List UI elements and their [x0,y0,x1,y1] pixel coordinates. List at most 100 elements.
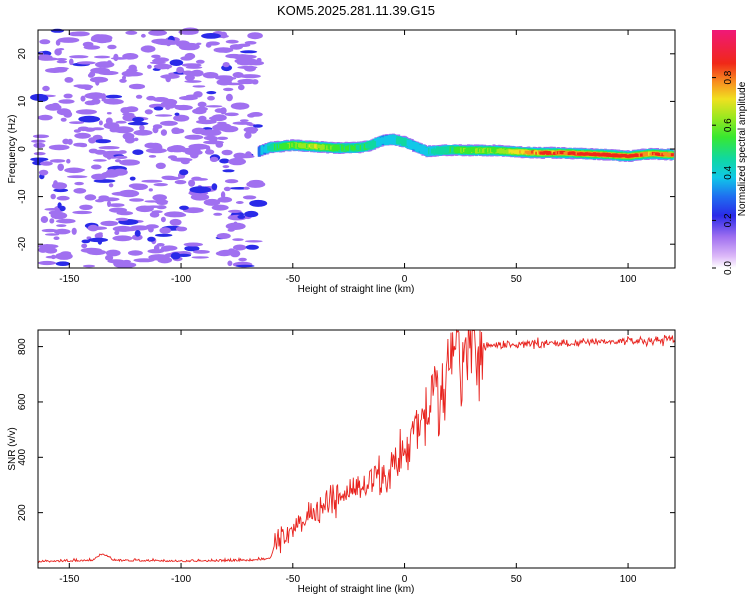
x-tick-label: 0 [402,274,408,285]
noise-blob [125,30,138,35]
noise-blob [106,112,112,115]
y-tick-label: -10 [17,189,28,204]
ridge-cell [340,146,344,151]
noise-blob [107,200,111,207]
noise-blob [209,137,217,145]
noise-blob [194,178,209,181]
y-tick-label: 400 [17,449,28,466]
noise-blob [60,251,72,256]
noise-blob [238,257,247,262]
noise-blob [69,121,85,124]
noise-blob [244,210,259,218]
x-tick-label: 0 [402,574,408,585]
noise-blob [217,196,233,203]
noise-blob [71,227,77,235]
noise-blob [196,42,202,45]
noise-blob [106,152,112,160]
noise-blob [249,199,268,207]
noise-blob [81,243,88,249]
noise-blob [184,245,200,252]
noise-blob [159,227,171,234]
noise-blob [126,68,138,73]
noise-blob [172,212,187,218]
noise-blob [57,163,64,171]
x-tick-label: 50 [511,274,523,285]
noise-blob [144,200,160,203]
noise-blob [63,93,73,99]
y-tick-label: 10 [17,95,28,107]
noise-blob [237,78,257,85]
noise-blob [178,29,199,35]
noise-blob [219,158,230,164]
noise-blob [91,98,101,105]
noise-blob [155,39,177,46]
ridge-cell [373,141,377,146]
noise-blob [127,250,143,256]
noise-blob [244,41,257,45]
noise-blob [190,152,199,159]
noise-blob [108,183,114,188]
noise-blob [208,116,223,121]
noise-blob [129,176,136,181]
noise-blob [107,60,112,65]
noise-blob [183,242,203,247]
noise-blob [72,210,93,215]
noise-blob [115,217,129,221]
noise-blob [228,209,242,213]
noise-blob [184,74,195,81]
snr-x-ticks: -150 -100 -50 0 50 100 [59,330,637,585]
ridge-cell [344,146,348,151]
noise-blob [93,55,111,59]
noise-blob [134,230,141,237]
snr-y-ticks: 200 400 600 800 [17,338,675,521]
colorbar: 0.0 0.2 0.4 0.6 0.8 Normalized spectral ampl… [712,30,748,275]
noise-blob [94,232,103,240]
noise-blob [155,233,173,237]
noise-blob [184,134,204,140]
noise-blob [103,122,120,130]
noise-blob [145,148,167,154]
noise-blob [191,256,209,259]
noise-blob [107,259,125,264]
ridge-cell [316,145,320,148]
ridge-cell [351,145,355,150]
noise-blob [77,126,90,132]
noise-blob [144,109,153,115]
noise-blob [165,75,171,83]
noise-blob [129,198,144,202]
noise-blob [92,34,104,40]
noise-blob [38,57,58,61]
noise-blob [108,207,128,213]
noise-blob [227,260,233,267]
noise-blob [48,210,60,215]
noise-blob [233,244,247,251]
noise-blob [240,50,258,54]
noise-blob [152,124,163,129]
noise-blob [175,226,188,232]
noise-blob [233,152,247,159]
noise-blob [50,193,56,200]
noise-blob [74,181,84,186]
noise-blob [38,169,49,176]
noise-blob [165,105,171,110]
noise-blob [169,218,182,226]
noise-blob [249,112,263,117]
noise-blob [118,150,127,154]
noise-blob [56,224,67,228]
noise-blob [131,234,143,241]
noise-blob [133,258,155,263]
colorbar-label: Normalized spectral amplitude [737,81,748,216]
noise-blob [132,149,144,155]
noise-blob [211,204,229,211]
noise-blob [48,144,70,151]
noise-blob [111,191,133,196]
noise-blob [179,43,187,50]
noise-blob [41,228,58,233]
noise-blob [169,59,184,66]
noise-blob [37,244,59,249]
noise-blob [49,218,55,224]
noise-blob [223,82,244,86]
noise-blob [201,33,221,39]
noise-blob [122,75,126,80]
